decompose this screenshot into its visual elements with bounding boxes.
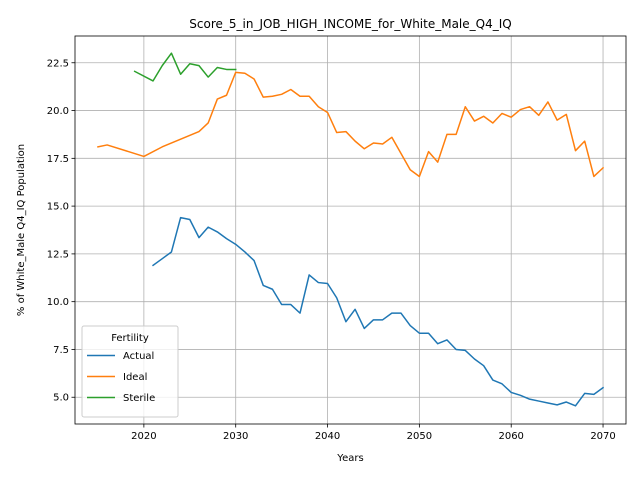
x-axis-label: Years [336, 453, 363, 464]
y-tick-label: 20.0 [47, 106, 69, 117]
y-tick-label: 22.5 [47, 58, 69, 69]
series-line-actual [152, 216, 605, 407]
chart-title: Score_5_in_JOB_HIGH_INCOME_for_White_Mal… [189, 17, 511, 31]
legend-label-actual: Actual [123, 351, 154, 362]
x-tick-label: 2020 [131, 431, 156, 442]
y-tick-label: 15.0 [47, 202, 69, 213]
legend-box [81, 325, 179, 418]
x-tick-label: 2060 [498, 431, 523, 442]
plot-frame [74, 35, 627, 425]
y-tick-label: 12.5 [47, 249, 69, 260]
x-tick-label: 2050 [407, 431, 432, 442]
x-tick-label: 2030 [223, 431, 248, 442]
legend-label-ideal: Ideal [123, 372, 147, 383]
series-layer [97, 52, 605, 407]
legend-title: Fertility [111, 333, 149, 344]
y-tick-label: 5.0 [53, 393, 69, 404]
series-line-sterile [133, 52, 237, 82]
grid-lines [75, 36, 626, 424]
y-axis-ticks: 5.0 7.5 10.0 12.5 15.0 17.5 20.0 22.5 [47, 58, 75, 404]
y-tick-label: 17.5 [47, 154, 69, 165]
series-line-ideal [97, 71, 605, 178]
x-axis-ticks: 2020 2030 2040 2050 2060 2070 [131, 424, 616, 442]
x-tick-label: 2040 [315, 431, 340, 442]
y-axis-label: % of White_Male Q4_IQ Population [16, 144, 27, 316]
x-tick-label: 2070 [590, 431, 615, 442]
legend: Fertility Actual Ideal Sterile [81, 325, 179, 418]
legend-label-sterile: Sterile [123, 393, 155, 404]
y-tick-label: 10.0 [47, 297, 69, 308]
y-tick-label: 7.5 [53, 345, 69, 356]
